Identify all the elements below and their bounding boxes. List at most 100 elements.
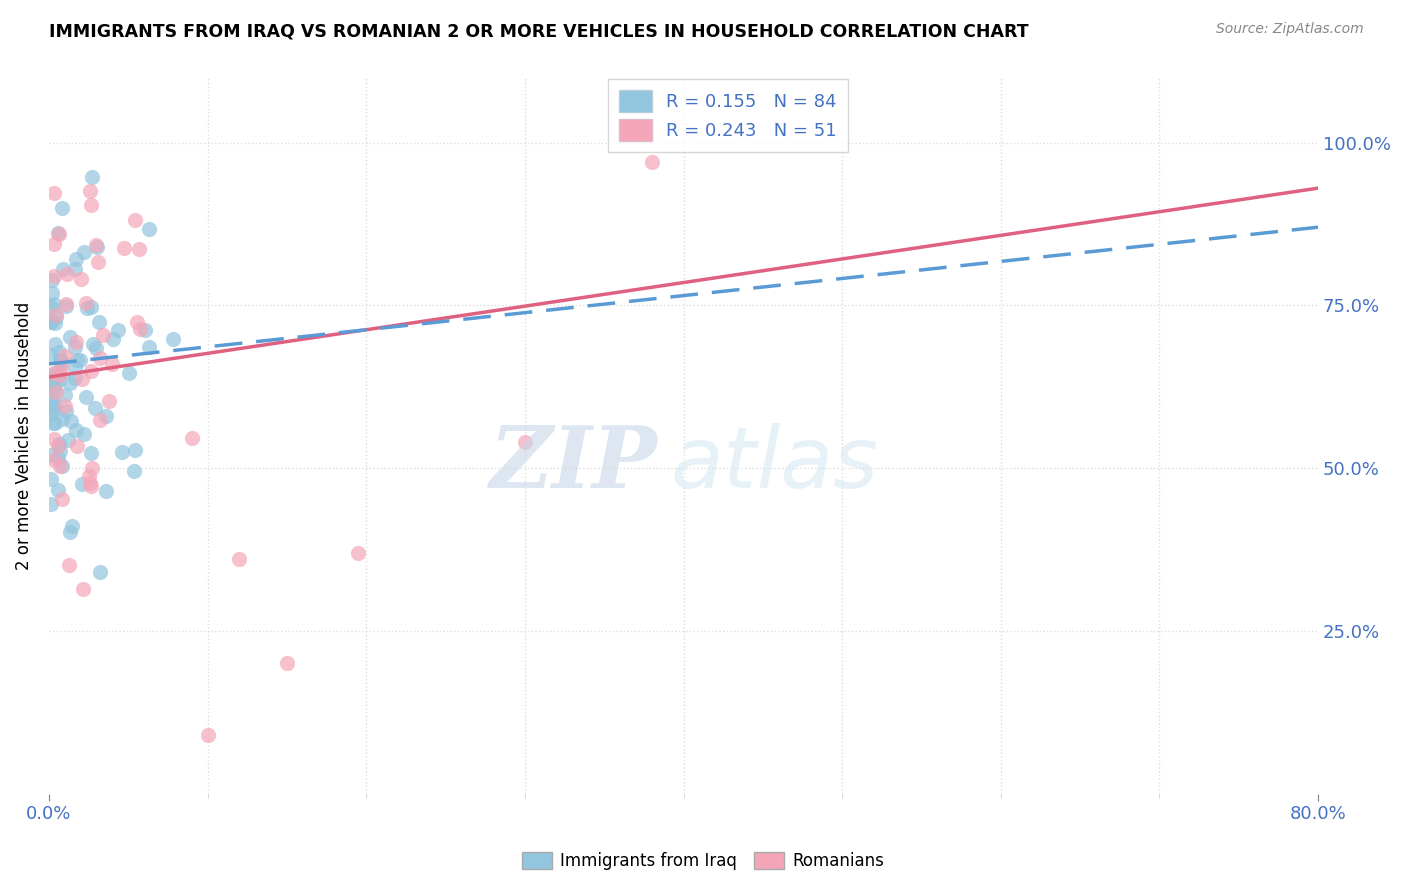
Immigrants from Iraq [39, 348, 62, 362]
Romanians [49, 368, 72, 382]
Immigrants from Iraq [44, 337, 66, 351]
Immigrants from Iraq [73, 245, 96, 260]
Immigrants from Iraq [48, 436, 70, 450]
Immigrants from Iraq [39, 314, 62, 328]
Text: IMMIGRANTS FROM IRAQ VS ROMANIAN 2 OR MORE VEHICLES IN HOUSEHOLD CORRELATION CHA: IMMIGRANTS FROM IRAQ VS ROMANIAN 2 OR MO… [49, 22, 1029, 40]
Romanians [48, 227, 70, 241]
Immigrants from Iraq [39, 378, 62, 392]
Immigrants from Iraq [44, 368, 66, 382]
Immigrants from Iraq [94, 483, 117, 498]
Romanians [69, 271, 91, 285]
Immigrants from Iraq [63, 340, 86, 354]
Immigrants from Iraq [107, 323, 129, 337]
Immigrants from Iraq [44, 398, 66, 412]
Romanians [51, 491, 73, 506]
Immigrants from Iraq [82, 336, 104, 351]
Legend: R = 0.155   N = 84, R = 0.243   N = 51: R = 0.155 N = 84, R = 0.243 N = 51 [609, 79, 848, 153]
Immigrants from Iraq [60, 519, 83, 533]
Immigrants from Iraq [80, 446, 103, 460]
Romanians [276, 657, 298, 671]
Immigrants from Iraq [41, 273, 63, 287]
Immigrants from Iraq [52, 262, 75, 277]
Immigrants from Iraq [60, 414, 83, 428]
Immigrants from Iraq [42, 380, 65, 394]
Immigrants from Iraq [138, 340, 160, 354]
Immigrants from Iraq [70, 476, 93, 491]
Romanians [197, 728, 219, 742]
Romanians [42, 186, 65, 200]
Immigrants from Iraq [73, 426, 96, 441]
Romanians [55, 399, 77, 413]
Immigrants from Iraq [59, 524, 82, 539]
Immigrants from Iraq [69, 353, 91, 368]
Immigrants from Iraq [111, 444, 134, 458]
Immigrants from Iraq [51, 411, 73, 425]
Immigrants from Iraq [39, 407, 62, 421]
Romanians [75, 296, 97, 310]
Immigrants from Iraq [41, 286, 63, 301]
Text: ZIP: ZIP [491, 423, 658, 506]
Romanians [93, 327, 115, 342]
Romanians [89, 351, 111, 365]
Immigrants from Iraq [48, 450, 70, 465]
Romanians [641, 155, 664, 169]
Text: Source: ZipAtlas.com: Source: ZipAtlas.com [1216, 22, 1364, 37]
Immigrants from Iraq [44, 376, 66, 391]
Immigrants from Iraq [63, 262, 86, 277]
Romanians [48, 459, 70, 474]
Immigrants from Iraq [84, 341, 107, 355]
Romanians [56, 268, 79, 282]
Immigrants from Iraq [51, 458, 73, 473]
Romanians [46, 439, 69, 453]
Immigrants from Iraq [65, 252, 87, 267]
Romanians [347, 546, 370, 560]
Romanians [79, 476, 101, 491]
Immigrants from Iraq [96, 409, 118, 423]
Romanians [45, 385, 67, 400]
Romanians [42, 452, 65, 467]
Romanians [89, 413, 111, 427]
Romanians [87, 255, 110, 269]
Romanians [58, 558, 80, 572]
Romanians [66, 439, 89, 453]
Text: atlas: atlas [671, 423, 879, 506]
Immigrants from Iraq [103, 333, 125, 347]
Romanians [42, 366, 65, 380]
Immigrants from Iraq [41, 402, 63, 417]
Immigrants from Iraq [80, 170, 103, 185]
Immigrants from Iraq [46, 483, 69, 497]
Immigrants from Iraq [89, 565, 111, 579]
Romanians [128, 322, 150, 336]
Immigrants from Iraq [89, 315, 111, 329]
Immigrants from Iraq [48, 345, 70, 359]
Y-axis label: 2 or more Vehicles in Household: 2 or more Vehicles in Household [15, 301, 32, 570]
Immigrants from Iraq [49, 444, 72, 458]
Immigrants from Iraq [134, 323, 156, 337]
Immigrants from Iraq [86, 240, 108, 254]
Romanians [101, 357, 124, 371]
Immigrants from Iraq [63, 360, 86, 375]
Romanians [65, 335, 87, 350]
Romanians [42, 268, 65, 283]
Immigrants from Iraq [65, 423, 87, 437]
Immigrants from Iraq [48, 366, 70, 380]
Immigrants from Iraq [55, 404, 77, 418]
Immigrants from Iraq [51, 354, 73, 368]
Romanians [42, 432, 65, 446]
Romanians [55, 297, 77, 311]
Immigrants from Iraq [45, 310, 67, 324]
Romanians [77, 468, 100, 483]
Immigrants from Iraq [39, 388, 62, 402]
Immigrants from Iraq [39, 300, 62, 314]
Immigrants from Iraq [84, 401, 107, 415]
Romanians [82, 460, 104, 475]
Immigrants from Iraq [48, 353, 70, 368]
Immigrants from Iraq [63, 371, 86, 385]
Immigrants from Iraq [76, 301, 98, 315]
Immigrants from Iraq [39, 472, 62, 486]
Immigrants from Iraq [162, 332, 184, 346]
Romanians [51, 360, 73, 375]
Romanians [98, 394, 121, 409]
Immigrants from Iraq [75, 390, 97, 404]
Immigrants from Iraq [39, 448, 62, 462]
